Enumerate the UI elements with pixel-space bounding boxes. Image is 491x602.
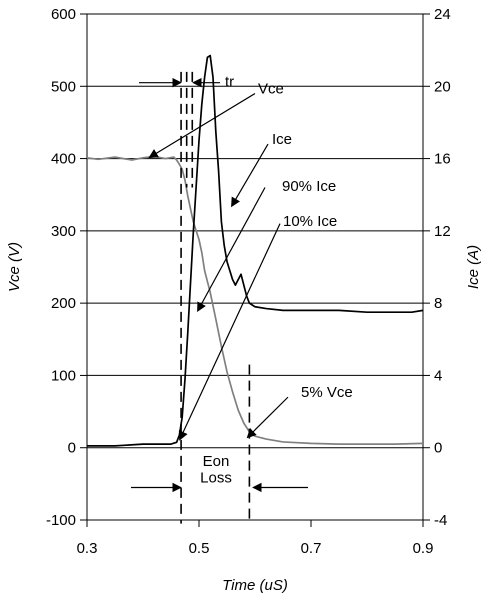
annotation-loss: Loss bbox=[200, 469, 232, 486]
ice-arrow bbox=[231, 143, 269, 208]
annotation-ice-10: 10% Ice bbox=[283, 213, 337, 230]
annotation-eon: Eon bbox=[203, 453, 230, 470]
left-y-tick-label-neg100: -100 bbox=[46, 512, 76, 529]
right-y-axis-title: Ice (A) bbox=[465, 245, 482, 289]
vce-5-arrow bbox=[246, 396, 289, 439]
right-y-tick-label-12: 12 bbox=[434, 223, 451, 240]
series-line-vce bbox=[86, 155, 424, 445]
ice-10-arrow bbox=[178, 223, 281, 441]
x-tick-label-0-3: 0.3 bbox=[77, 540, 98, 557]
left-y-tick-label-600: 600 bbox=[51, 6, 76, 23]
left-y-tick-label-200: 200 bbox=[51, 295, 76, 312]
right-y-tick-label-8: 8 bbox=[434, 295, 442, 312]
right-y-tick-label-24: 24 bbox=[434, 6, 451, 23]
plot-frame bbox=[86, 13, 424, 521]
left-y-tick-label-0: 0 bbox=[68, 440, 76, 457]
annotation-vce: Vce bbox=[258, 81, 284, 98]
left-y-axis-title: Vce (V) bbox=[6, 242, 23, 292]
vce-arrow bbox=[148, 93, 256, 159]
annotation-ice-90: 90% Ice bbox=[282, 178, 336, 195]
left-y-tick-label-400: 400 bbox=[51, 151, 76, 168]
annotation-vce-5: 5% Vce bbox=[301, 384, 353, 401]
series-line-ice bbox=[87, 54, 424, 447]
x-axis-title: Time (uS) bbox=[222, 577, 288, 594]
x-tick-label-0-5: 0.5 bbox=[189, 540, 210, 557]
right-y-tick-label-neg4: -4 bbox=[434, 512, 447, 529]
annotation-tr: tr bbox=[225, 73, 234, 90]
right-y-tick-label-4: 4 bbox=[434, 367, 442, 384]
left-y-tick-label-500: 500 bbox=[51, 78, 76, 95]
ice-90-arrow bbox=[197, 187, 266, 313]
x-tick-label-0-7: 0.7 bbox=[301, 540, 322, 557]
right-y-tick-label-20: 20 bbox=[434, 78, 451, 95]
annotation-ice: Ice bbox=[272, 131, 292, 148]
right-y-tick-label-0: 0 bbox=[434, 440, 442, 457]
left-y-tick-label-300: 300 bbox=[51, 223, 76, 240]
right-y-tick-label-16: 16 bbox=[434, 151, 451, 168]
left-y-tick-label-100: 100 bbox=[51, 367, 76, 384]
x-tick-label-0-9: 0.9 bbox=[413, 540, 434, 557]
